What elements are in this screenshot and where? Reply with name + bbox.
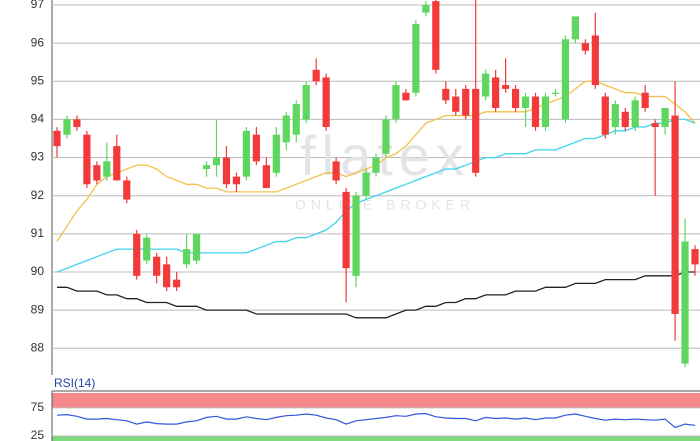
candle-body	[671, 115, 679, 314]
candle-body	[192, 233, 201, 261]
candle-body	[202, 165, 211, 169]
candle-body	[123, 180, 131, 200]
candle-body	[272, 134, 280, 173]
candle-body	[681, 241, 689, 364]
candle-body	[472, 88, 480, 173]
rsi-title: RSI(14)	[54, 376, 95, 390]
candle-body	[182, 249, 191, 265]
candle-body	[571, 16, 579, 40]
candle-body	[73, 119, 81, 128]
candle-body	[502, 85, 510, 89]
candle-body	[651, 123, 659, 128]
y-tick-label: 75	[31, 400, 45, 414]
candle-body	[482, 73, 490, 97]
candle-body	[53, 130, 61, 147]
candle-body	[561, 39, 570, 120]
moving-average	[57, 271, 695, 319]
candle-body	[312, 69, 320, 82]
candle-body	[531, 96, 540, 128]
candle-body	[601, 96, 609, 135]
y-tick-label: 97	[31, 0, 45, 11]
candle-body	[242, 130, 250, 177]
candle-body	[173, 279, 181, 288]
candle-body	[163, 264, 171, 288]
candle-body	[362, 172, 370, 196]
candle-body	[541, 96, 550, 128]
y-tick-label: 93	[31, 150, 45, 164]
candle-body	[153, 256, 161, 276]
y-tick-label: 90	[31, 264, 45, 278]
y-tick-label: 91	[31, 226, 45, 240]
candle-body	[621, 111, 629, 128]
y-tick-label: 95	[31, 73, 45, 87]
overbought-band	[52, 393, 700, 408]
candle-body	[432, 1, 440, 70]
y-tick-label: 94	[31, 112, 45, 126]
candle-body	[452, 96, 460, 112]
candle-body	[322, 77, 330, 128]
candle-body	[282, 115, 290, 143]
candle-body	[511, 88, 520, 108]
candle-body	[631, 100, 639, 128]
candle-body	[292, 104, 300, 135]
candle-body	[581, 43, 589, 51]
candle-body	[252, 134, 260, 162]
candle-body	[352, 195, 360, 276]
candle-body	[521, 96, 530, 108]
candle-body	[372, 157, 380, 173]
candle-body	[232, 176, 241, 185]
candle-body	[63, 119, 71, 135]
candle-body	[412, 24, 420, 93]
candle-body	[222, 157, 231, 185]
candle-body	[332, 161, 340, 181]
candle-body	[113, 146, 121, 181]
candle-body	[93, 165, 101, 181]
y-tick-label: 88	[31, 340, 45, 354]
candle-body	[641, 92, 649, 108]
moving-average	[56, 118, 696, 273]
y-tick-label: 96	[31, 35, 45, 49]
candle-body	[591, 35, 599, 86]
candle-body	[422, 4, 430, 13]
candle-body	[212, 157, 221, 166]
rsi-line	[56, 412, 696, 429]
candle-body	[103, 161, 111, 177]
watermark-subtitle: ONLINE BROKER	[295, 197, 475, 213]
candle-body	[133, 233, 141, 276]
candle-body	[442, 88, 450, 101]
candle-body	[551, 92, 560, 94]
y-tick-label: 89	[31, 302, 45, 316]
candle-body	[462, 88, 470, 116]
candle-body	[611, 104, 619, 128]
candle-body	[83, 134, 91, 185]
candle-body	[661, 107, 669, 128]
candle-body	[402, 92, 410, 101]
candle-body	[382, 119, 390, 154]
candle-body	[392, 85, 400, 120]
candle-body	[691, 249, 699, 265]
watermark: flatex	[300, 124, 470, 187]
candle-body	[342, 191, 350, 269]
candle-body	[262, 165, 270, 189]
candle-body	[143, 237, 151, 261]
oversold-band	[52, 435, 700, 441]
y-tick-label: 25	[31, 428, 45, 441]
candle-body	[492, 77, 500, 108]
y-tick-label: 92	[31, 188, 45, 202]
candle-body	[302, 85, 310, 120]
